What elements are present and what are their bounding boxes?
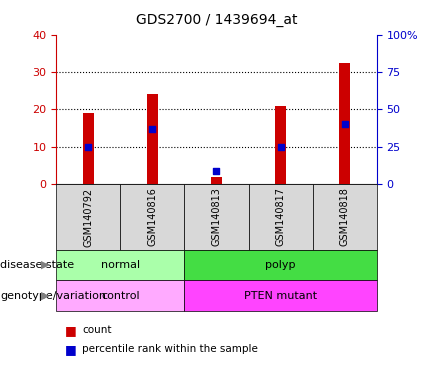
Text: ■: ■	[65, 343, 77, 356]
Bar	[83, 113, 94, 184]
Bar	[211, 177, 222, 184]
Point	[85, 144, 92, 150]
Text: count: count	[82, 325, 112, 335]
Point	[341, 121, 348, 127]
Point	[149, 126, 156, 132]
Text: GSM140792: GSM140792	[83, 187, 94, 247]
Point	[277, 144, 284, 150]
Text: disease state: disease state	[0, 260, 74, 270]
Text: GDS2700 / 1439694_at: GDS2700 / 1439694_at	[136, 13, 297, 27]
Text: GSM140817: GSM140817	[275, 187, 286, 247]
Bar	[339, 63, 350, 184]
Text: PTEN mutant: PTEN mutant	[244, 291, 317, 301]
Text: control: control	[101, 291, 140, 301]
Text: polyp: polyp	[265, 260, 296, 270]
Text: genotype/variation: genotype/variation	[0, 291, 106, 301]
Text: GSM140816: GSM140816	[147, 187, 158, 247]
Text: GSM140818: GSM140818	[339, 187, 350, 247]
Text: normal: normal	[101, 260, 140, 270]
Text: ▶: ▶	[41, 260, 50, 270]
Point	[213, 168, 220, 174]
Text: percentile rank within the sample: percentile rank within the sample	[82, 344, 258, 354]
Bar	[275, 106, 286, 184]
Text: ■: ■	[65, 324, 77, 337]
Bar	[147, 94, 158, 184]
Text: GSM140813: GSM140813	[211, 187, 222, 247]
Text: ▶: ▶	[41, 291, 50, 301]
